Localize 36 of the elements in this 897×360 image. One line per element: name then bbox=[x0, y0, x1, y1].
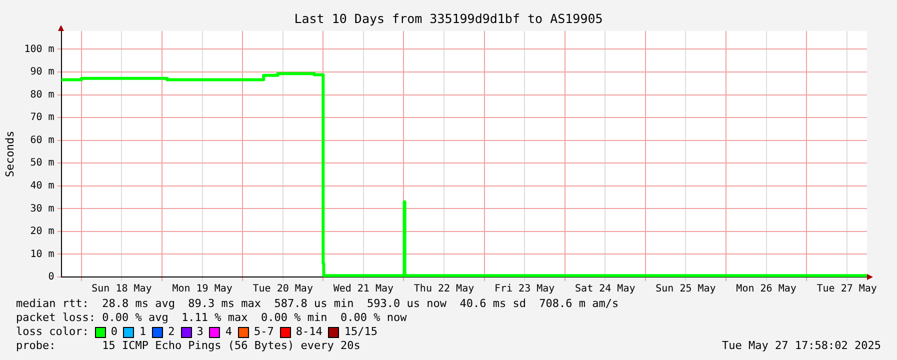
chart-title: Last 10 Days from 335199d9d1bf to AS19905 bbox=[293, 11, 604, 26]
x-tick-label: Tue 20 May bbox=[252, 284, 313, 295]
legend-label: 15/15 bbox=[344, 325, 378, 339]
x-tick-label: Thu 22 May bbox=[414, 284, 474, 295]
y-axis-title: Seconds bbox=[3, 130, 16, 178]
y-tick-label: 90 m bbox=[30, 66, 54, 78]
x-tick-label: Sun 25 May bbox=[656, 284, 716, 295]
x-tick-label: Wed 21 May bbox=[333, 284, 394, 295]
x-tick-label: Sun 18 May bbox=[92, 284, 152, 295]
x-tick-label: Sat 24 May bbox=[575, 284, 636, 295]
y-tick-label: 0 bbox=[48, 272, 54, 283]
text: probe: 15 ICMP Echo Pings (56 Bytes) every 20s bbox=[16, 339, 362, 353]
legend-label: 2 bbox=[168, 325, 175, 339]
text: packet loss: 0.00 % avg 1.11 % max 0.00 % min 0.00 % now bbox=[16, 311, 408, 325]
legend-label: 0 bbox=[110, 325, 118, 339]
y-tick-label: 100 m bbox=[24, 44, 54, 55]
text: Tue May 27 17:58:02 2025 bbox=[722, 339, 881, 352]
y-tick-label: 10 m bbox=[30, 248, 54, 260]
legend-title: loss color: bbox=[16, 325, 89, 338]
text: median rtt: 28.8 ms avg 89.3 ms max 587.8 us min 593.0 us now 40.6 ms sd 708.6 m am/s bbox=[16, 297, 619, 311]
x-tick-label: Tue 27 May bbox=[816, 284, 877, 295]
y-tick-label: 70 m bbox=[30, 112, 54, 124]
legend-label: 4 bbox=[225, 325, 232, 339]
y-tick-label: 40 m bbox=[30, 180, 54, 192]
x-tick-label: Fri 23 May bbox=[494, 284, 555, 295]
y-tick-label: 20 m bbox=[30, 226, 54, 238]
legend-label: 1 bbox=[139, 325, 146, 339]
x-tick-label: Mon 19 May bbox=[172, 284, 232, 295]
legend-label: 3 bbox=[196, 325, 204, 339]
x-tick-label: Mon 26 May bbox=[736, 284, 796, 295]
y-tick-label: 30 m bbox=[30, 203, 54, 214]
legend-label: 5-7 bbox=[254, 325, 274, 339]
y-tick-label: 60 m bbox=[30, 134, 54, 146]
legend-label: 8-14 bbox=[296, 325, 322, 339]
y-tick-label: 50 m bbox=[30, 158, 54, 169]
y-tick-label: 80 m bbox=[30, 89, 54, 100]
